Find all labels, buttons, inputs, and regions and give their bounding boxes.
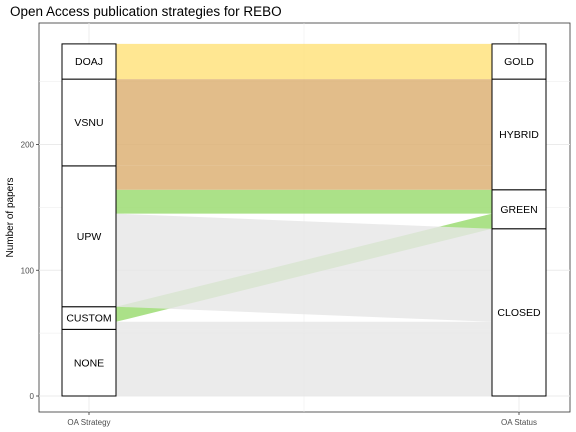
stratum-closed [491,228,547,397]
stratum-label-vsnu: VSNU [74,117,103,129]
stratum-label-doaj: DOAJ [75,56,103,68]
flow-upw-to-closed [116,213,492,322]
stratum-doaj [61,43,117,80]
strata: NONE CUSTOM UPW VSNU DOAJ CLOSED GREEN HYBRID GO… [61,43,547,397]
flow-doaj-to-gold [116,43,492,80]
stratum-label-upw: UPW [77,231,102,243]
y-axis: 0 100 200 [21,141,39,401]
flow-vsnu-to-hybrid [116,79,492,166]
stratum-hybrid [491,78,547,191]
x-tick-label-oa-status: OA Status [501,418,537,427]
flow-none-to-closed [116,329,492,396]
stratum-vsnu [61,78,117,167]
stratum-label-gold: GOLD [504,56,534,68]
stratum-upw [61,165,117,308]
stratum-label-green: GREEN [500,204,537,216]
stratum-gold [491,43,547,80]
flow-upw-to-hybrid [116,165,492,190]
y-axis-label: Number of papers [5,177,16,257]
stratum-label-hybrid: HYBRID [499,129,539,141]
x-tick-label-oa-strategy: OA Strategy [67,418,110,427]
flows [116,43,492,396]
flow-custom-to-closed [116,321,492,330]
x-axis: OA Strategy OA Status [67,412,537,427]
stratum-label-custom: CUSTOM [66,313,111,325]
y-tick-label: 100 [21,266,35,275]
y-tick-label: 0 [30,392,35,401]
stratum-none [61,328,117,397]
chart-title: Open Access publication strategies for R… [10,4,282,19]
stratum-green [491,189,547,230]
stratum-label-none: NONE [74,357,104,369]
stratum-label-closed: CLOSED [497,307,541,319]
flow-upw-to-green [116,189,492,214]
y-tick-label: 200 [21,141,35,150]
